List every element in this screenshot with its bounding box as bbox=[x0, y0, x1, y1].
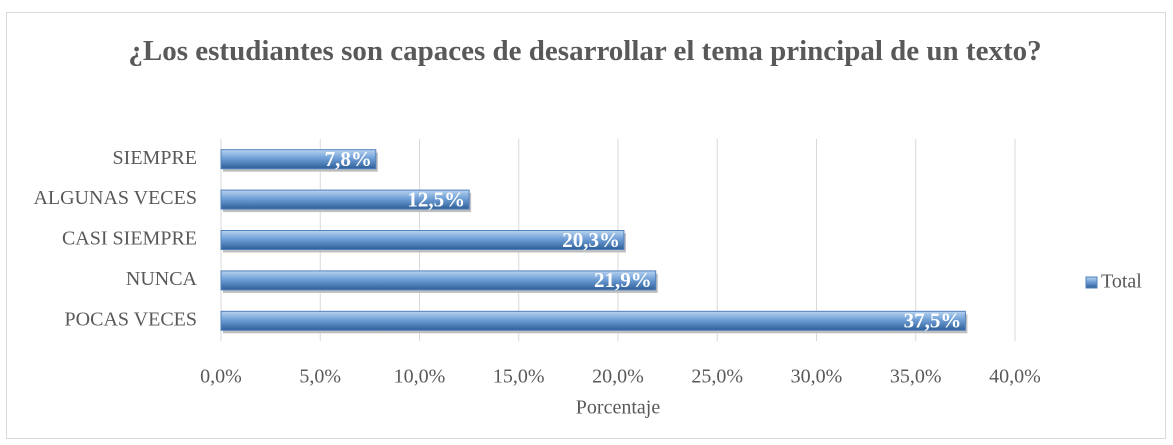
bar bbox=[220, 149, 377, 170]
y-tick-label: CASI SIEMPRE bbox=[62, 228, 197, 250]
bar bbox=[220, 310, 966, 331]
y-tick-label: POCAS VECES bbox=[65, 308, 197, 330]
y-tick-label: NUNCA bbox=[126, 268, 198, 290]
x-tick-label: 25,0% bbox=[691, 366, 743, 388]
data-label: 20,3% bbox=[562, 228, 620, 252]
x-tick-label: 10,0% bbox=[394, 366, 446, 388]
x-tick-label: 15,0% bbox=[493, 366, 545, 388]
x-tick-label: 5,0% bbox=[299, 366, 341, 388]
data-label: 37,5% bbox=[904, 309, 962, 333]
x-tick-label: 40,0% bbox=[989, 366, 1041, 388]
bar bbox=[220, 270, 657, 291]
data-label: 21,9% bbox=[594, 268, 652, 292]
x-tick-label: 0,0% bbox=[200, 366, 242, 388]
bar bbox=[220, 189, 470, 210]
x-tick-label: 30,0% bbox=[791, 366, 843, 388]
y-tick-label: ALGUNAS VECES bbox=[33, 187, 197, 209]
x-axis-title: Porcentaje bbox=[576, 397, 661, 419]
legend-label: Total bbox=[1101, 271, 1142, 293]
y-tick-label: SIEMPRE bbox=[113, 147, 197, 169]
legend-swatch bbox=[1085, 276, 1098, 289]
chart-title: ¿Los estudiantes son capaces de desarrol… bbox=[128, 35, 1042, 67]
bar bbox=[220, 230, 625, 250]
x-tick-label: 35,0% bbox=[890, 366, 942, 388]
x-tick-label: 20,0% bbox=[592, 366, 644, 388]
data-label: 7,8% bbox=[325, 147, 372, 171]
data-label: 12,5% bbox=[407, 187, 465, 211]
chart-border bbox=[6, 12, 1166, 439]
